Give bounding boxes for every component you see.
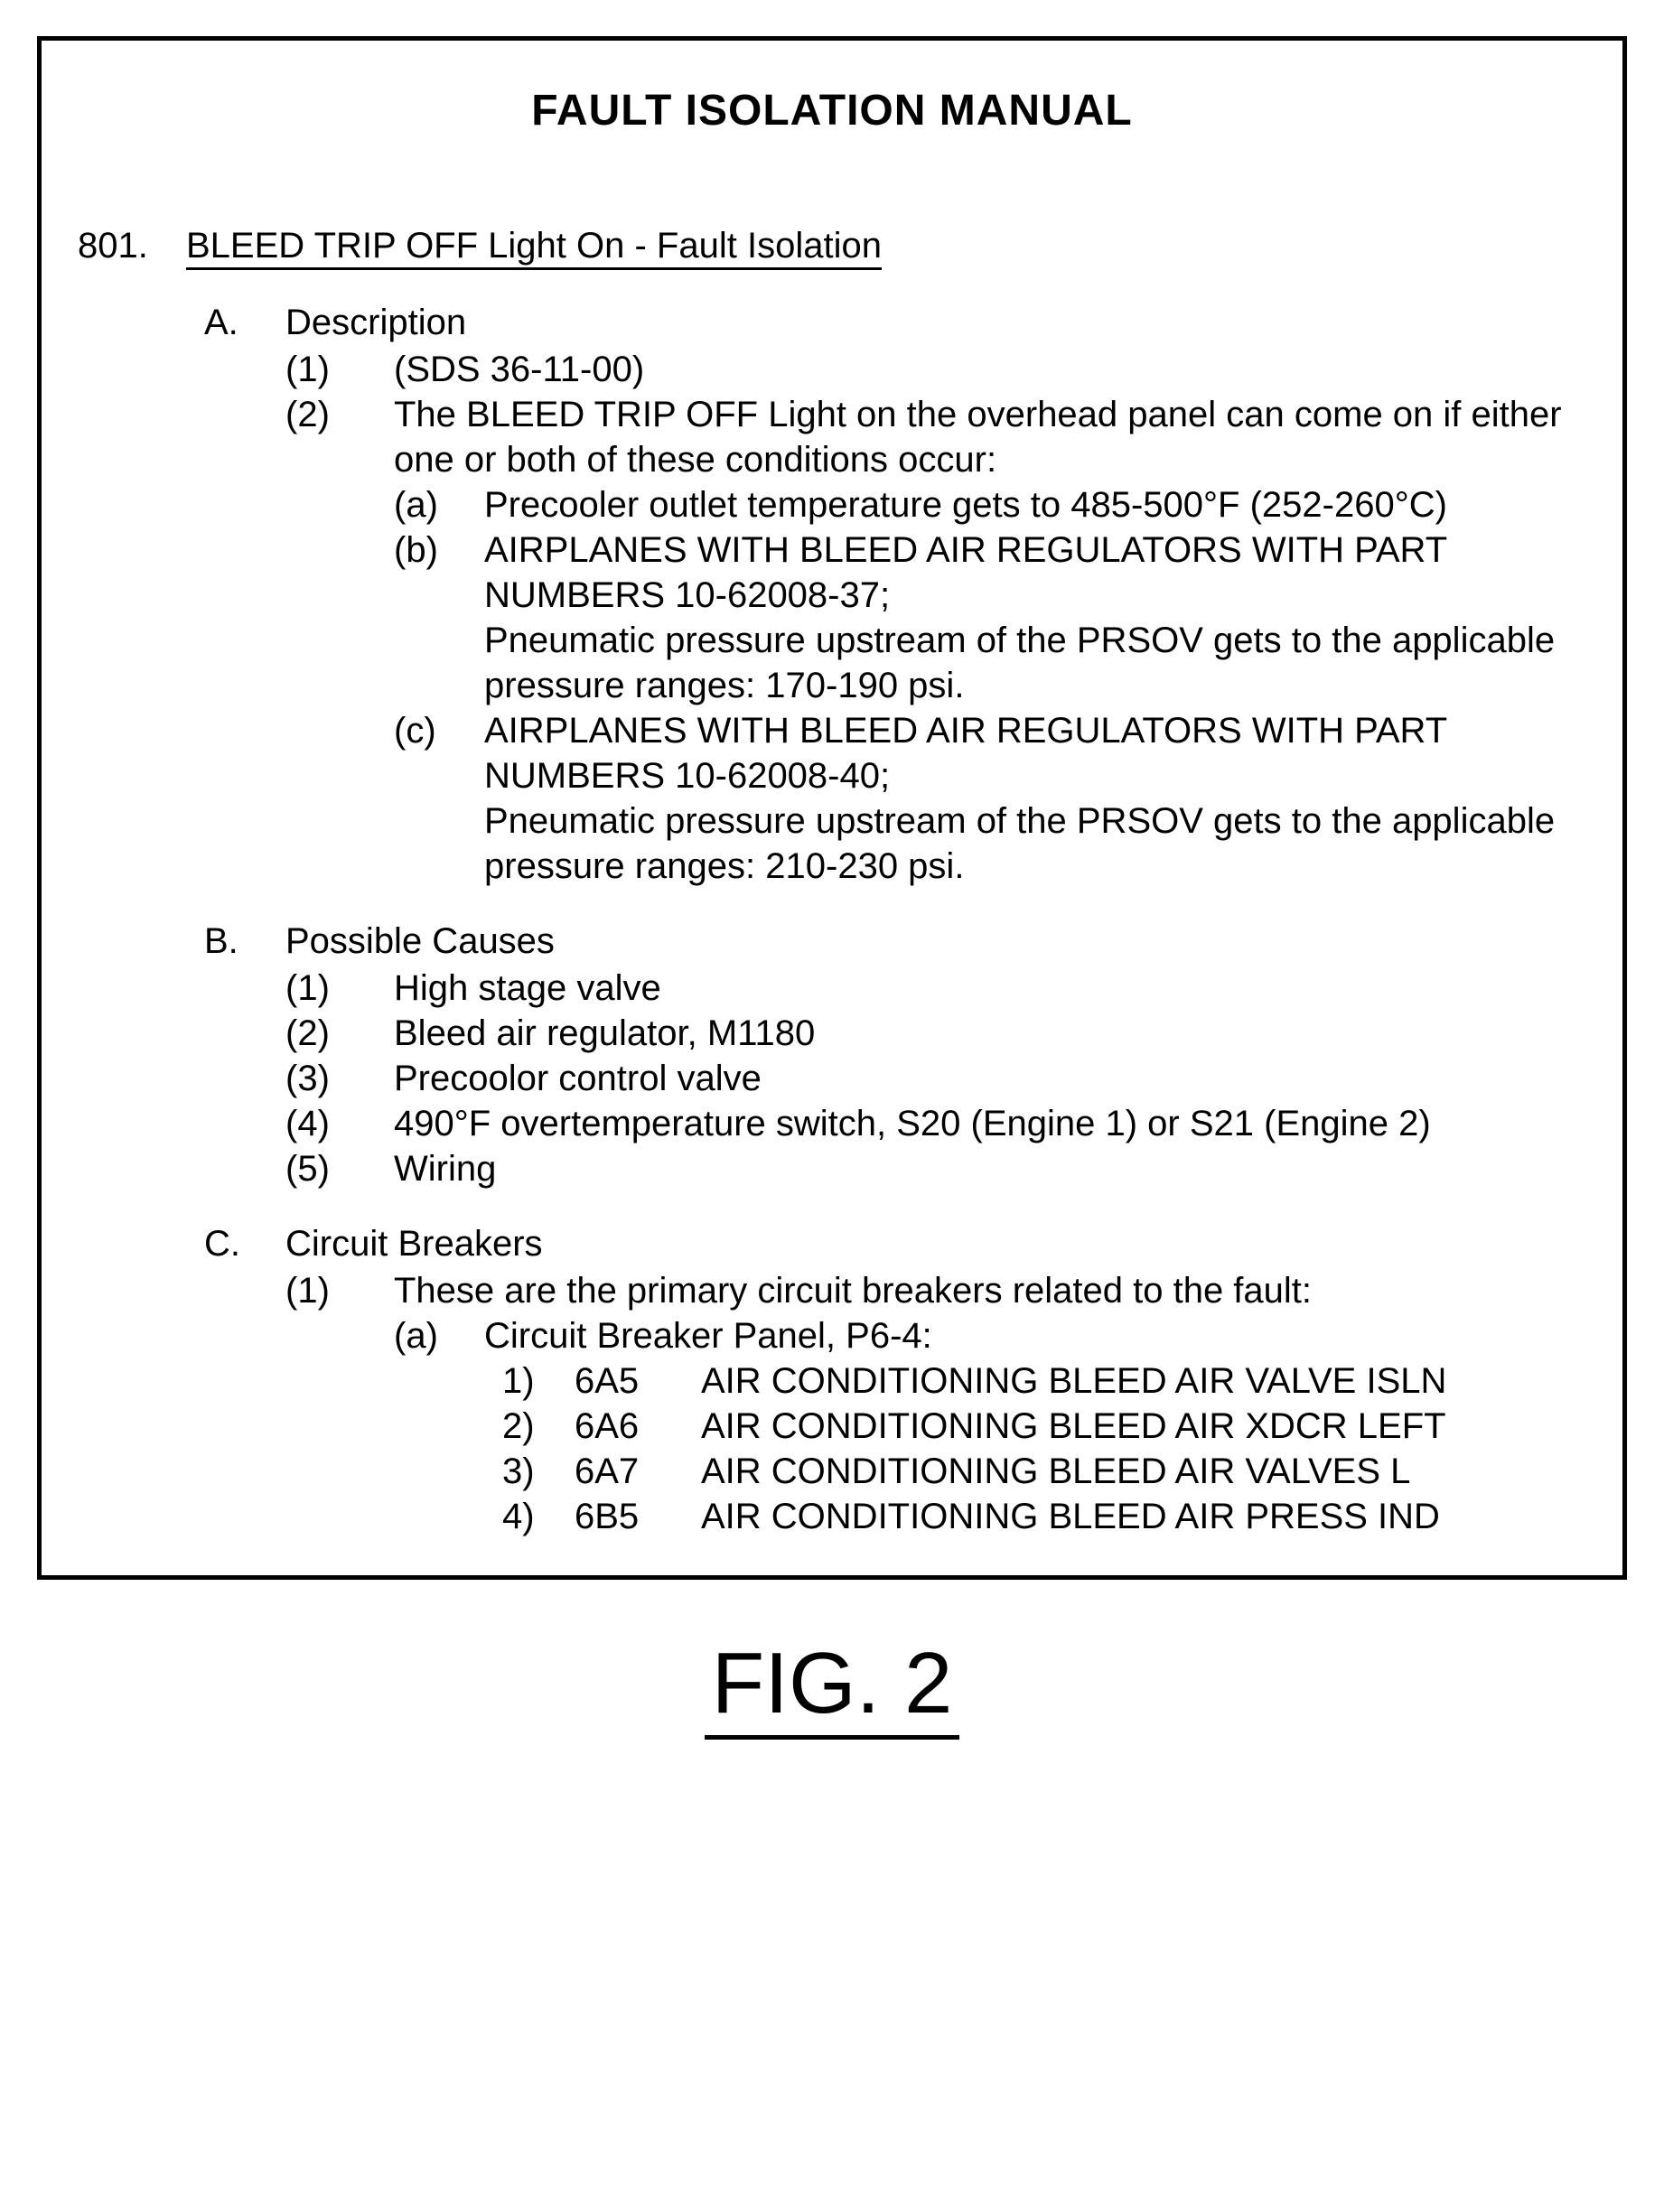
section-circuit-breakers: C. Circuit Breakers (1) These are the pr…	[204, 1224, 1586, 1539]
cb-row-num: 2)	[502, 1404, 575, 1449]
cb-row: 2) 6A6 AIR CONDITIONING BLEED AIR XDCR L…	[502, 1404, 1586, 1449]
manual-title: FAULT ISOLATION MANUAL	[78, 86, 1586, 135]
desc-item-1: (1) (SDS 36-11-00)	[285, 347, 1586, 392]
cb-row: 4) 6B5 AIR CONDITIONING BLEED AIR PRESS …	[502, 1494, 1586, 1539]
item-marker: (1)	[285, 347, 394, 392]
sub-marker: (b)	[394, 527, 484, 573]
item-text: Precoolor control valve	[394, 1056, 1586, 1101]
cb-row-num: 4)	[502, 1494, 575, 1539]
item-text: 490°F overtemperature switch, S20 (Engin…	[394, 1101, 1586, 1146]
desc-item-2: (2) The BLEED TRIP OFF Light on the over…	[285, 392, 1586, 889]
desc-subitem-a: (a) Precooler outlet temperature gets to…	[394, 482, 1586, 527]
sub-text-line: Pneumatic pressure upstream of the PRSOV…	[484, 618, 1586, 708]
cb-row-num: 3)	[502, 1449, 575, 1494]
item-marker: (1)	[285, 966, 394, 1011]
desc-subitem-b: (b) AIRPLANES WITH BLEED AIR REGULATORS …	[394, 527, 1586, 708]
cb-row-code: 6A5	[575, 1358, 701, 1404]
sub-marker: (a)	[394, 482, 484, 527]
cb-row-code: 6A7	[575, 1449, 701, 1494]
cause-item: (3) Precoolor control valve	[285, 1056, 1586, 1101]
item-text: These are the primary circuit breakers r…	[394, 1268, 1586, 1313]
section-description: A. Description (1) (SDS 36-11-00) (2) Th…	[204, 303, 1586, 889]
item-text: The BLEED TRIP OFF Light on the overhead…	[394, 392, 1586, 482]
item-marker: (4)	[285, 1101, 394, 1146]
sub-text-line: AIRPLANES WITH BLEED AIR REGULATORS WITH…	[484, 527, 1586, 618]
sub-text-line: Pneumatic pressure upstream of the PRSOV…	[484, 798, 1586, 889]
section-letter-a: A.	[204, 303, 285, 343]
figure-label: FIG. 2	[36, 1634, 1628, 1733]
task-number: 801.	[78, 226, 186, 266]
section-heading-a: Description	[285, 303, 466, 343]
cb-row-code: 6B5	[575, 1494, 701, 1539]
item-text: Wiring	[394, 1146, 1586, 1191]
sub-marker: (c)	[394, 708, 484, 753]
item-marker: (3)	[285, 1056, 394, 1101]
sub-text-line: AIRPLANES WITH BLEED AIR REGULATORS WITH…	[484, 708, 1586, 798]
cb-item-1: (1) These are the primary circuit breake…	[285, 1268, 1586, 1539]
item-marker: (2)	[285, 392, 394, 437]
cb-row: 1) 6A5 AIR CONDITIONING BLEED AIR VALVE …	[502, 1358, 1586, 1404]
item-text: High stage valve	[394, 966, 1586, 1011]
cb-row-desc: AIR CONDITIONING BLEED AIR PRESS IND	[701, 1494, 1586, 1539]
section-possible-causes: B. Possible Causes (1) High stage valve …	[204, 921, 1586, 1191]
desc-subitem-c: (c) AIRPLANES WITH BLEED AIR REGULATORS …	[394, 708, 1586, 889]
task-title: BLEED TRIP OFF Light On - Fault Isolatio…	[186, 226, 882, 270]
cb-row-desc: AIR CONDITIONING BLEED AIR VALVE ISLN	[701, 1358, 1586, 1404]
sub-marker: (a)	[394, 1313, 484, 1358]
item-marker: (1)	[285, 1268, 394, 1313]
sub-text: Circuit Breaker Panel, P6-4:	[484, 1313, 1586, 1358]
item-text: Bleed air regulator, M1180	[394, 1011, 1586, 1056]
section-heading-c: Circuit Breakers	[285, 1224, 543, 1265]
cause-item: (1) High stage valve	[285, 966, 1586, 1011]
cb-row-code: 6A6	[575, 1404, 701, 1449]
sub-text: Precooler outlet temperature gets to 485…	[484, 482, 1586, 527]
cb-subitem-a: (a) Circuit Breaker Panel, P6-4: 1) 6A5 …	[394, 1313, 1586, 1539]
item-marker: (5)	[285, 1146, 394, 1191]
manual-page-frame: FAULT ISOLATION MANUAL 801. BLEED TRIP O…	[37, 36, 1627, 1580]
section-letter-b: B.	[204, 921, 285, 962]
item-marker: (2)	[285, 1011, 394, 1056]
cb-row: 3) 6A7 AIR CONDITIONING BLEED AIR VALVES…	[502, 1449, 1586, 1494]
cause-item: (2) Bleed air regulator, M1180	[285, 1011, 1586, 1056]
cb-row-desc: AIR CONDITIONING BLEED AIR VALVES L	[701, 1449, 1586, 1494]
cause-item: (5) Wiring	[285, 1146, 1586, 1191]
cb-row-num: 1)	[502, 1358, 575, 1404]
cb-row-desc: AIR CONDITIONING BLEED AIR XDCR LEFT	[701, 1404, 1586, 1449]
section-heading-b: Possible Causes	[285, 921, 555, 962]
task-header: 801. BLEED TRIP OFF Light On - Fault Iso…	[78, 226, 1586, 266]
item-text: (SDS 36-11-00)	[394, 347, 1586, 392]
section-letter-c: C.	[204, 1224, 285, 1265]
cause-item: (4) 490°F overtemperature switch, S20 (E…	[285, 1101, 1586, 1146]
